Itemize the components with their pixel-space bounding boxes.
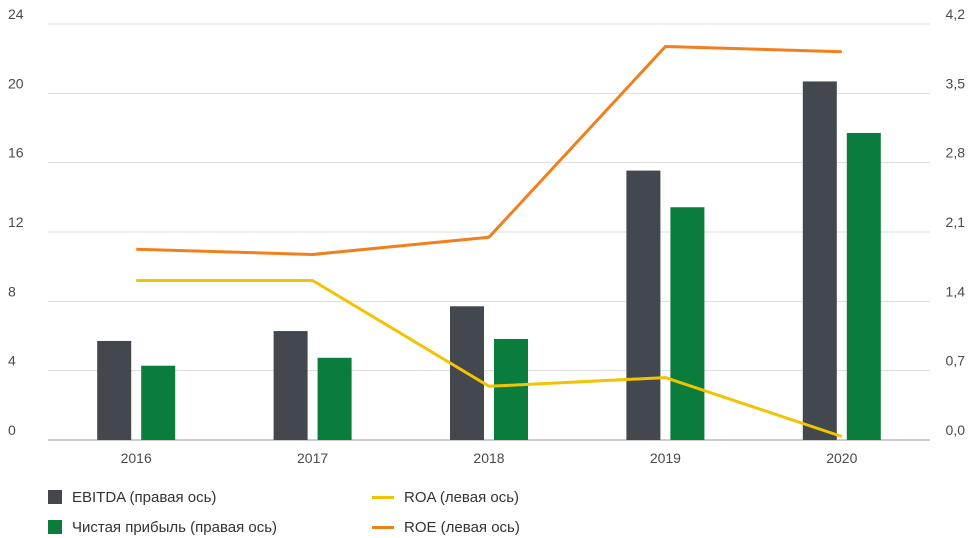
right-tick-label: 3,5 (946, 75, 966, 91)
legend-swatch-ebitda (48, 490, 62, 504)
legend-swatch-roe (372, 525, 394, 529)
left-tick-label: 20 (8, 75, 24, 91)
bar (494, 338, 528, 440)
x-axis-ticks: 2016 2017 2018 2019 2020 (121, 450, 858, 466)
legend-label-ebitda: EBITDA (правая ось) (72, 488, 217, 506)
legend-label-net-profit: Чистая прибыль (правая ось) (72, 518, 278, 536)
bar (273, 331, 308, 440)
legend-item-roe: ROE (левая ось) (372, 516, 520, 538)
gridlines (48, 23, 930, 441)
legend-label-roa: ROA (левая ось) (404, 488, 520, 506)
left-tick-label: 12 (8, 214, 24, 230)
bar (802, 81, 837, 440)
left-axis-ticks: 0 4 8 12 16 20 24 (8, 6, 24, 438)
x-tick-label: 2019 (650, 450, 681, 466)
bar (846, 132, 881, 440)
series-line (136, 279, 843, 438)
right-tick-label: 0,0 (946, 422, 966, 438)
legend-item-roa: ROA (левая ось) (372, 486, 519, 508)
x-tick-label: 2017 (297, 450, 328, 466)
series-line (136, 45, 842, 256)
right-tick-label: 1,4 (946, 283, 966, 299)
legend: EBITDA (правая ось) Чистая прибыль (прав… (48, 484, 948, 537)
line-series (136, 45, 843, 438)
bar (97, 340, 132, 440)
legend-label-roe: ROE (левая ось) (404, 518, 520, 536)
left-tick-label: 4 (8, 353, 16, 369)
right-tick-label: 2,8 (946, 145, 966, 161)
right-axis-ticks: 0,0 0,7 1,4 2,1 2,8 3,5 4,2 (946, 6, 966, 438)
left-tick-label: 24 (8, 6, 24, 22)
bar (317, 357, 352, 440)
legend-swatch-net-profit (48, 520, 62, 534)
x-tick-label: 2018 (473, 450, 504, 466)
bar-series (97, 81, 881, 441)
right-tick-label: 2,1 (946, 214, 966, 230)
right-tick-label: 0,7 (946, 353, 966, 369)
bar (141, 365, 176, 440)
bar (670, 207, 705, 440)
left-tick-label: 8 (8, 283, 16, 299)
legend-swatch-roa (372, 495, 394, 499)
right-tick-label: 4,2 (946, 6, 966, 22)
legend-item-net-profit: Чистая прибыль (правая ось) (48, 516, 277, 538)
legend-item-ebitda: EBITDA (правая ось) (48, 486, 216, 508)
left-tick-label: 0 (8, 422, 16, 438)
bar (626, 170, 661, 441)
x-tick-label: 2020 (826, 450, 857, 466)
left-tick-label: 16 (8, 145, 24, 161)
x-tick-label: 2016 (121, 450, 152, 466)
